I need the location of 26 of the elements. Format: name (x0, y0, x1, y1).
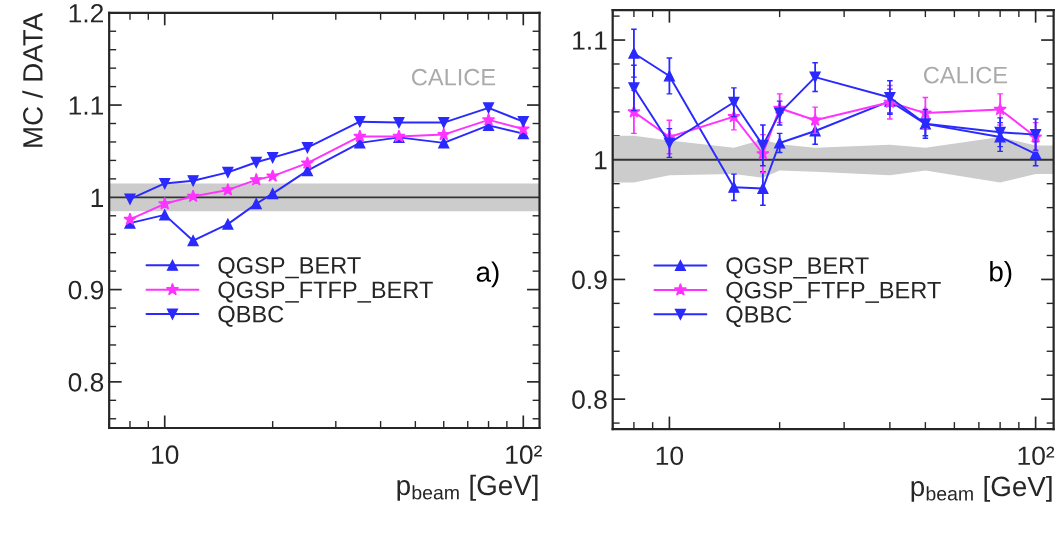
legend-label: QBBC (218, 305, 284, 327)
x-tick-label: 10 (152, 445, 179, 465)
annotation: a) (476, 261, 499, 288)
x-tick-label: 10² (1018, 446, 1055, 466)
y-tick-label: 1 (91, 188, 104, 207)
y-tick-label: 1.2 (69, 3, 103, 23)
y-tick-label: 1.1 (573, 31, 607, 50)
legend-label: QBBC (726, 306, 792, 328)
annotation: CALICE (924, 66, 1008, 84)
y-tick-label: 0.8 (572, 390, 607, 409)
x-tick-label: 10² (506, 445, 542, 465)
legend-label: QGSP_FTFP_BERT (726, 281, 941, 303)
y-tick-label: 0.8 (68, 373, 104, 392)
y-axis-title: MC / DATA (22, 12, 43, 147)
x-tick-label: 10 (656, 446, 684, 466)
x-axis-title: p$_{beam}$ [GeV] (397, 474, 538, 501)
annotation: CALICE (412, 68, 496, 86)
legend-label: QGSP_FTFP_BERT (218, 281, 433, 303)
annotation: b) (990, 261, 1012, 287)
legend-label: QGSP_BERT (726, 257, 869, 279)
x-axis-title: p$_{beam}$ [GeV] (911, 475, 1052, 502)
y-tick-label: 1 (595, 151, 607, 170)
y-tick-label: 1.1 (69, 96, 104, 115)
legend-label: QGSP_BERT (218, 257, 361, 279)
y-tick-label: 0.9 (68, 280, 104, 300)
y-tick-label: 0.9 (572, 270, 607, 290)
